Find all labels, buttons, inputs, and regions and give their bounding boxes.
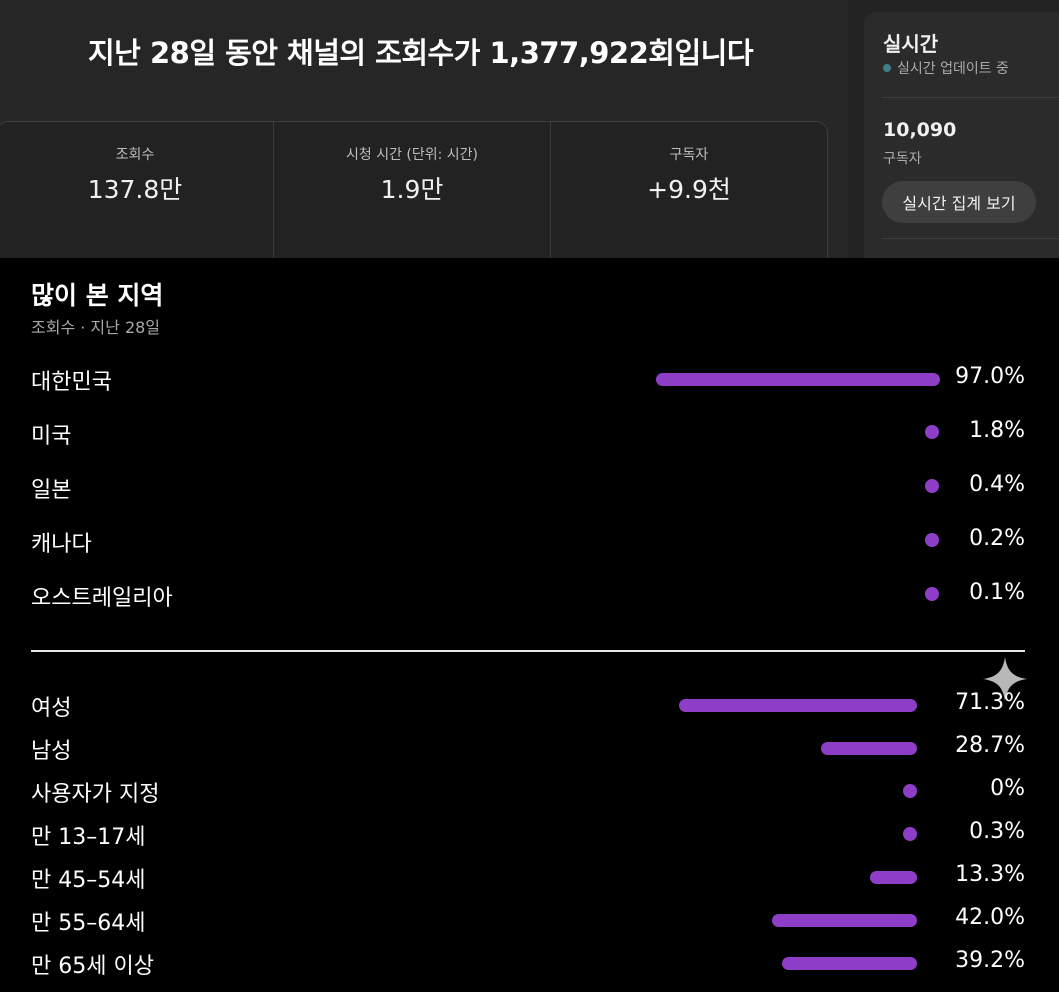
realtime-title: 실시간 bbox=[883, 28, 938, 57]
region-bar bbox=[925, 425, 939, 439]
region-name: 오스트레일리아 bbox=[31, 580, 173, 612]
realtime-subscriber-count: 10,090 bbox=[883, 119, 956, 141]
divider bbox=[882, 97, 1059, 98]
demographic-row[interactable]: 만 13–17세 0.3% bbox=[0, 817, 1059, 849]
realtime-status-text: 실시간 업데이트 중 bbox=[897, 58, 1009, 78]
region-row[interactable]: 오스트레일리아 0.1% bbox=[0, 578, 1059, 610]
section-divider bbox=[31, 650, 1025, 652]
realtime-status: 실시간 업데이트 중 bbox=[883, 58, 1009, 78]
top-regions-subtitle: 조회수 · 지난 28일 bbox=[31, 314, 160, 338]
region-value: 0.1% bbox=[969, 580, 1025, 605]
region-bar bbox=[925, 479, 939, 493]
metrics-row: 조회수 137.8만 시청 시간 (단위: 시간) 1.9만 구독자 +9.9천 bbox=[0, 121, 828, 258]
demographic-name: 만 45–54세 bbox=[31, 862, 145, 894]
demographic-name: 만 55–64세 bbox=[31, 905, 145, 937]
metric-watch-time[interactable]: 시청 시간 (단위: 시간) 1.9만 bbox=[274, 122, 551, 258]
metric-views[interactable]: 조회수 137.8만 bbox=[0, 122, 274, 258]
view-realtime-button[interactable]: 실시간 집계 보기 bbox=[882, 181, 1036, 223]
region-row[interactable]: 캐나다 0.2% bbox=[0, 524, 1059, 556]
demographic-name: 사용자가 지정 bbox=[31, 776, 159, 808]
metric-label: 구독자 bbox=[670, 144, 709, 164]
region-value: 0.4% bbox=[969, 472, 1025, 497]
metric-label: 조회수 bbox=[116, 144, 155, 164]
demographic-row[interactable]: 만 55–64세 42.0% bbox=[0, 903, 1059, 935]
demographic-value: 42.0% bbox=[955, 905, 1025, 930]
live-dot-icon bbox=[883, 64, 891, 72]
demographic-name: 만 13–17세 bbox=[31, 819, 145, 851]
analytics-overview-panel: 지난 28일 동안 채널의 조회수가 1,377,922회입니다 조회수 137… bbox=[0, 0, 1059, 258]
demographic-row[interactable]: 만 45–54세 13.3% bbox=[0, 860, 1059, 892]
demographic-row[interactable]: 남성 28.7% bbox=[0, 731, 1059, 763]
region-name: 일본 bbox=[31, 472, 71, 504]
demographic-bar bbox=[772, 914, 917, 927]
region-value: 1.8% bbox=[969, 418, 1025, 443]
region-name: 대한민국 bbox=[31, 364, 112, 396]
audience-section: 많이 본 지역 조회수 · 지난 28일 대한민국 97.0% 미국 1.8% … bbox=[0, 258, 1059, 992]
demographic-value: 0.3% bbox=[969, 819, 1025, 844]
demographic-name: 만 65세 이상 bbox=[31, 948, 154, 980]
demographic-value: 28.7% bbox=[955, 733, 1025, 758]
demographic-bar bbox=[821, 742, 917, 755]
region-name: 미국 bbox=[31, 418, 71, 450]
demographic-bar bbox=[870, 871, 917, 884]
metric-value: 1.9만 bbox=[381, 170, 444, 206]
overview-headline: 지난 28일 동안 채널의 조회수가 1,377,922회입니다 bbox=[88, 30, 753, 72]
demographic-bar bbox=[679, 699, 917, 712]
top-regions-title: 많이 본 지역 bbox=[31, 276, 163, 312]
demographic-value: 39.2% bbox=[955, 948, 1025, 973]
overview-card: 지난 28일 동안 채널의 조회수가 1,377,922회입니다 조회수 137… bbox=[0, 0, 848, 258]
demographic-bar bbox=[782, 957, 917, 970]
region-bar bbox=[925, 533, 939, 547]
metric-label: 시청 시간 (단위: 시간) bbox=[346, 144, 478, 164]
demographic-value: 0% bbox=[990, 776, 1025, 801]
region-name: 캐나다 bbox=[31, 526, 92, 558]
divider bbox=[882, 238, 1059, 239]
demographic-row[interactable]: 만 65세 이상 39.2% bbox=[0, 946, 1059, 978]
sparkle-icon bbox=[981, 655, 1029, 703]
realtime-subscriber-label: 구독자 bbox=[883, 148, 922, 168]
demographic-name: 남성 bbox=[31, 733, 71, 765]
region-bar bbox=[925, 587, 939, 601]
region-row[interactable]: 미국 1.8% bbox=[0, 416, 1059, 448]
metric-value: 137.8만 bbox=[88, 170, 183, 206]
demographic-bar bbox=[903, 784, 917, 798]
demographic-bar bbox=[903, 827, 917, 841]
region-value: 0.2% bbox=[969, 526, 1025, 551]
demographic-row[interactable]: 여성 71.3% bbox=[0, 688, 1059, 720]
region-row[interactable]: 일본 0.4% bbox=[0, 470, 1059, 502]
demographic-name: 여성 bbox=[31, 690, 71, 722]
region-value: 97.0% bbox=[955, 364, 1025, 389]
metric-value: +9.9천 bbox=[647, 170, 731, 206]
metric-subscribers[interactable]: 구독자 +9.9천 bbox=[551, 122, 827, 258]
realtime-card: 실시간 실시간 업데이트 중 10,090 구독자 실시간 집계 보기 bbox=[864, 12, 1059, 258]
demographic-value: 13.3% bbox=[955, 862, 1025, 887]
demographic-row[interactable]: 사용자가 지정 0% bbox=[0, 774, 1059, 806]
region-bar bbox=[656, 373, 940, 386]
region-row[interactable]: 대한민국 97.0% bbox=[0, 362, 1059, 394]
